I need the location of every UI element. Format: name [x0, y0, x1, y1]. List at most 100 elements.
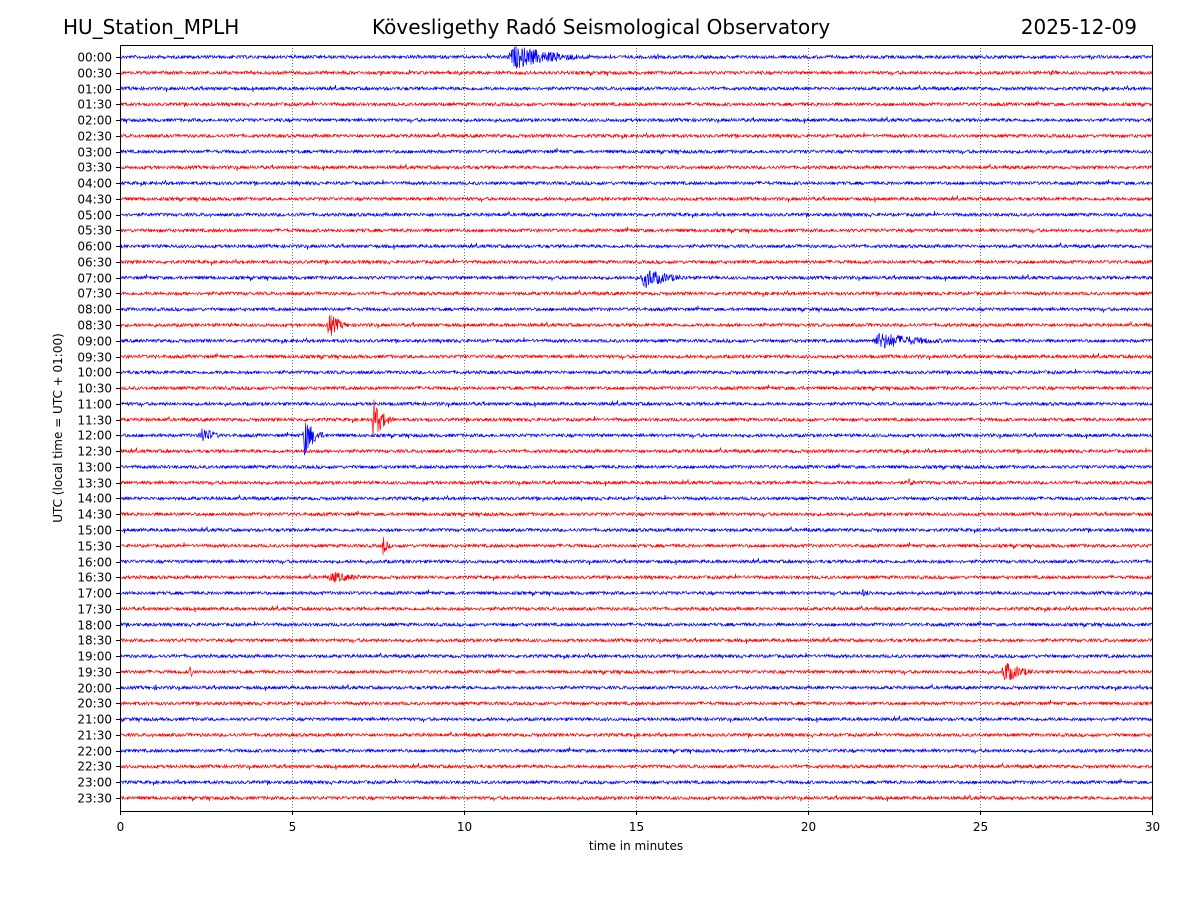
trace-0800 — [119, 305, 1153, 314]
x-tick-label: 20 — [801, 820, 816, 834]
y-tick-label: 17:00 — [77, 587, 112, 601]
trace-0300 — [119, 148, 1153, 156]
y-tick-label: 04:30 — [77, 193, 112, 207]
trace-0500 — [119, 210, 1153, 219]
trace-1000 — [119, 367, 1153, 376]
x-axis: 0 5 10 15 20 25 30 — [117, 811, 1160, 834]
x-tick-label: 15 — [629, 820, 644, 834]
y-tick-label: 01:30 — [77, 98, 112, 112]
trace-0030 — [119, 69, 1153, 77]
y-tick-label: 18:00 — [77, 619, 112, 633]
y-tick-label: 03:30 — [77, 161, 112, 175]
x-tick-label: 0 — [117, 820, 125, 834]
y-tick-label: 06:00 — [77, 240, 112, 254]
trace-1930 — [119, 662, 1153, 681]
trace-0600 — [119, 241, 1153, 250]
trace-1300 — [119, 463, 1153, 471]
trace-0730 — [119, 289, 1153, 297]
trace-1100 — [119, 400, 1153, 408]
y-tick-label: 10:00 — [77, 366, 112, 380]
y-tick-label: 22:30 — [77, 760, 112, 774]
grid-lines — [292, 45, 981, 811]
y-tick-label: 06:30 — [77, 256, 112, 270]
trace-1900 — [119, 652, 1153, 660]
trace-1800 — [119, 621, 1153, 628]
y-tick-label: 13:00 — [77, 461, 112, 475]
trace-1630 — [119, 572, 1153, 584]
y-tick-label: 07:00 — [77, 272, 112, 286]
y-axis-label: UTC (local time = UTC + 01:00) — [51, 333, 65, 523]
y-tick-label: 19:00 — [77, 650, 112, 664]
trace-1500 — [119, 525, 1153, 534]
y-tick-label: 14:30 — [77, 508, 112, 522]
trace-0830 — [119, 315, 1153, 336]
x-tick-label: 25 — [973, 820, 988, 834]
y-tick-label: 02:30 — [77, 130, 112, 144]
y-tick-label: 09:30 — [77, 351, 112, 365]
chart-date: 2025-12-09 — [1020, 15, 1137, 39]
trace-1530 — [119, 536, 1153, 555]
trace-1330 — [119, 478, 1153, 487]
x-tick-label: 10 — [457, 820, 472, 834]
y-tick-label: 23:30 — [77, 792, 112, 806]
y-tick-label: 19:30 — [77, 666, 112, 680]
trace-0900 — [119, 332, 1153, 349]
y-tick-label: 21:30 — [77, 729, 112, 743]
trace-1700 — [119, 588, 1153, 597]
y-tick-label: 12:00 — [77, 429, 112, 443]
y-tick-label: 00:30 — [77, 67, 112, 81]
station-name: HU_Station_MPLH — [63, 15, 240, 39]
y-tick-label: 08:00 — [77, 303, 112, 317]
y-tick-label: 12:30 — [77, 445, 112, 459]
y-tick-label: 00:00 — [77, 51, 112, 65]
y-tick-label: 21:00 — [77, 713, 112, 727]
trace-1830 — [119, 636, 1153, 645]
y-tick-label: 05:30 — [77, 224, 112, 238]
trace-0230 — [119, 131, 1153, 140]
y-tick-label: 04:00 — [77, 177, 112, 191]
trace-0100 — [119, 84, 1153, 93]
trace-1430 — [119, 510, 1153, 519]
trace-0200 — [119, 116, 1152, 125]
trace-2130 — [119, 730, 1153, 739]
trace-0000 — [119, 45, 1153, 69]
y-tick-label: 22:00 — [77, 745, 112, 759]
x-tick-label: 5 — [289, 820, 297, 834]
y-tick-label: 16:30 — [77, 571, 112, 585]
y-tick-label: 11:00 — [77, 398, 112, 412]
y-tick-label: 14:00 — [77, 492, 112, 506]
trace-2300 — [119, 778, 1153, 786]
trace-0700 — [119, 270, 1153, 289]
y-tick-label: 02:00 — [77, 114, 112, 128]
trace-2230 — [119, 762, 1153, 771]
y-tick-label: 05:00 — [77, 209, 112, 223]
trace-1130 — [119, 399, 1153, 438]
trace-0400 — [119, 179, 1153, 187]
y-tick-label: 08:30 — [77, 319, 112, 333]
y-tick-label: 10:30 — [77, 382, 112, 396]
trace-0530 — [119, 226, 1153, 235]
y-tick-label: 15:30 — [77, 540, 112, 554]
trace-0130 — [119, 100, 1153, 108]
trace-0930 — [120, 352, 1153, 361]
trace-0330 — [119, 162, 1153, 171]
trace-1030 — [119, 384, 1153, 392]
trace-0630 — [119, 258, 1153, 266]
trace-2000 — [119, 683, 1153, 692]
trace-1230 — [119, 446, 1153, 455]
trace-1200 — [119, 422, 1153, 456]
trace-2330 — [120, 794, 1153, 802]
x-axis-label: time in minutes — [589, 839, 683, 853]
y-tick-label: 16:00 — [77, 556, 112, 570]
x-tick-label: 30 — [1145, 820, 1160, 834]
trace-0430 — [119, 195, 1153, 203]
y-tick-label: 01:00 — [77, 83, 112, 97]
trace-2200 — [119, 747, 1153, 755]
trace-1600 — [119, 557, 1153, 566]
y-tick-label: 17:30 — [77, 603, 112, 617]
chart-title: Kövesligethy Radó Seismological Observat… — [372, 15, 831, 39]
y-tick-label: 20:00 — [77, 682, 112, 696]
trace-2100 — [119, 715, 1153, 724]
